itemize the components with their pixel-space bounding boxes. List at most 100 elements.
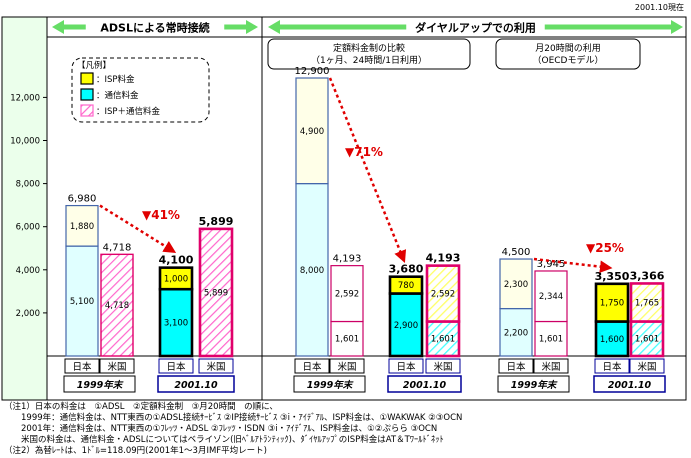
segment-label: 1,880 — [70, 222, 94, 232]
x-label-box — [629, 358, 665, 374]
bar-segment — [629, 282, 665, 323]
subtitle-flat-line: （1ヶ月、24時間/1日利用） — [311, 54, 427, 66]
subtitle-oecd-line: （OECDモデル） — [533, 54, 604, 66]
period-box — [593, 375, 666, 393]
bar-segment — [499, 258, 533, 310]
footnote-5: （注2）為替ﾚｰﾄは、1ﾄﾞﾙ=118.09円(2001年1～3月IMF平均レー… — [4, 446, 267, 456]
change-label: ▼25% — [586, 241, 624, 255]
chart-svg: 2001.10現在 ADSLによる常時接続 ダイヤルアップでの利用 2,000 4,00… — [1, 2, 687, 401]
x-label-box — [425, 358, 461, 374]
bar-segment — [534, 270, 568, 323]
segment-label: 2,900 — [394, 321, 418, 331]
segment-label: 3,100 — [164, 319, 188, 329]
legend-label-isp: ：ISP料金 — [96, 74, 135, 85]
total-label: 3,680 — [389, 263, 424, 276]
date-label: 2001.10現在 — [635, 2, 684, 12]
total-label: 3,350 — [595, 270, 630, 283]
bar-segment — [295, 183, 329, 357]
bar-segment — [65, 204, 99, 247]
x-tick-label: 日本 — [602, 361, 622, 373]
legend-swatch-isp — [80, 72, 94, 85]
segment-label: 5,899 — [204, 288, 228, 298]
legend-label-both: ：ISP＋通信料金 — [96, 106, 161, 117]
x-label-box — [329, 358, 365, 374]
bar-segment — [295, 77, 329, 185]
period-label: 2001.10 — [403, 380, 447, 391]
footnote-1: （注1）日本の料金は ①ADSL ②定額料金制 ③月20時間 の順に、 — [4, 402, 278, 412]
banner-adsl-left-arrowhead — [52, 20, 64, 34]
y-tick-label: 6,000 — [16, 223, 40, 233]
segment-label: 4,718 — [105, 301, 129, 311]
bar-segment — [594, 282, 630, 323]
segment-label: 8,000 — [300, 266, 324, 276]
footnote-3: 2001年：通信料金は、NTT東西の①ﾌﾚｯﾂ・ADSL ②ﾌﾚｯﾂ・ISDN … — [4, 424, 438, 434]
banner-dialup-left-arrowhead — [268, 20, 280, 34]
legend-swatch-both — [80, 104, 94, 117]
segment-label: 1,600 — [600, 335, 624, 345]
bar-segment — [65, 245, 99, 357]
y-tick-label: 8,000 — [16, 180, 40, 190]
x-tick-label: 米国 — [637, 361, 656, 373]
subtitle-flat-box — [267, 38, 471, 70]
x-label-box — [594, 358, 630, 374]
subtitle-oecd-box — [495, 38, 641, 70]
x-tick-label: 米国 — [107, 361, 126, 373]
banner-adsl-label-bg — [85, 19, 225, 35]
y-axis-panel — [1, 16, 48, 401]
total-label: 3,366 — [630, 269, 665, 282]
y-tick-label: 2,000 — [16, 309, 40, 319]
segment-label: 2,200 — [504, 328, 528, 338]
legend-title: 【凡例】 — [77, 60, 111, 71]
period-box — [157, 375, 235, 393]
total-label: 3,945 — [537, 259, 566, 270]
bar-segment — [330, 265, 364, 323]
x-tick-label: 米国 — [206, 361, 225, 373]
segment-label: 2,344 — [539, 292, 563, 302]
footnote-4: 米国の料金は、通信料金・ADSLについてはベライゾン(旧ﾍﾞﾙｱﾄﾗﾝﾃｨｯｸ)… — [4, 435, 444, 445]
period-box — [387, 375, 462, 393]
period-box — [63, 375, 136, 393]
x-label-box — [198, 358, 234, 374]
period-label: 1999年末 — [77, 379, 124, 391]
x-tick-label: 米国 — [433, 361, 452, 373]
x-tick-label: 日本 — [396, 361, 416, 373]
bar-segment — [100, 253, 134, 357]
segment-label: 2,300 — [504, 280, 528, 290]
banner-dialup-right-arrowhead — [671, 20, 683, 34]
period-label: 1999年末 — [307, 379, 354, 391]
x-label-box — [533, 358, 569, 374]
segment-label: 4,900 — [300, 127, 324, 137]
period-box — [293, 375, 366, 393]
x-tick-label: 日本 — [72, 361, 92, 373]
banner-adsl-label: ADSLによる常時接続 — [100, 21, 209, 35]
x-tick-label: 米国 — [337, 361, 356, 373]
total-label: 4,100 — [159, 254, 194, 267]
x-tick-label: 米国 — [541, 361, 560, 373]
total-label: 4,718 — [103, 242, 132, 253]
legend-box — [71, 57, 210, 123]
change-arrow — [533, 257, 613, 273]
segment-label: 1,601 — [335, 335, 359, 345]
y-tick-label: 4,000 — [16, 266, 40, 276]
legend-swatch-tel — [80, 88, 94, 101]
segment-label: 2,592 — [431, 290, 455, 300]
x-label-box — [498, 358, 534, 374]
bar-segment — [198, 227, 234, 358]
change-label: ▼41% — [142, 208, 180, 222]
bar-segment — [425, 264, 461, 323]
segment-label: 1,601 — [539, 335, 563, 345]
segment-label: 1,000 — [164, 274, 188, 284]
period-label: 1999年末 — [511, 379, 558, 391]
bar-segment — [158, 266, 194, 291]
y-tick-label: 10,000 — [10, 137, 40, 147]
x-tick-label: 日本 — [506, 361, 526, 373]
period-label: 2001.10 — [608, 380, 652, 391]
footnote-2: 1999年：通信料金は、NTT東西の①ADSL接続ｻｰﾋﾞｽ ②IP接続ｻｰﾋﾞ… — [4, 413, 463, 423]
change-arrow — [99, 204, 177, 253]
x-label-box — [294, 358, 330, 374]
segment-label: 1,601 — [635, 335, 659, 345]
total-label: 4,500 — [502, 247, 531, 258]
x-label-box — [158, 358, 194, 374]
segment-label: 5,100 — [70, 297, 94, 307]
total-label: 4,193 — [426, 252, 461, 265]
